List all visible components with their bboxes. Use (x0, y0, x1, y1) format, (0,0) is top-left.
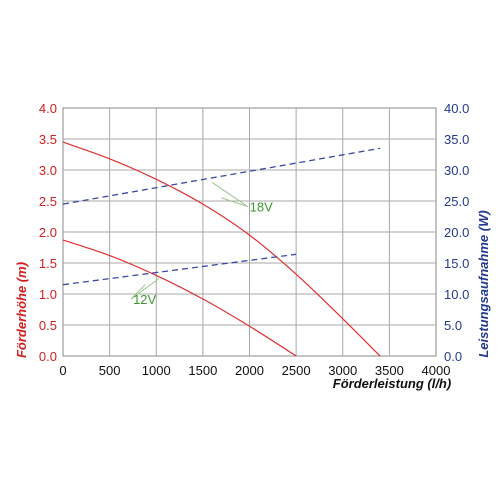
grid (63, 108, 436, 356)
annotation-pointer (211, 181, 248, 207)
x-tick-label: 1000 (142, 363, 171, 378)
x-tick-label: 500 (99, 363, 121, 378)
y-left-tick-label: 1.0 (39, 287, 57, 302)
y-left-tick-label: 4.0 (39, 101, 57, 116)
x-tick-label: 3000 (328, 363, 357, 378)
y-right-tick-label: 40.0 (444, 101, 469, 116)
annotation-label-12v: 12V (133, 292, 156, 307)
x-tick-label: 2000 (235, 363, 264, 378)
y-right-tick-label: 10.0 (444, 287, 469, 302)
power-line-12v (62, 253, 297, 286)
y-left-axis-title: Förderhöhe (m) (14, 262, 29, 358)
head-curve-12v (62, 239, 297, 357)
y-right-tick-label: 30.0 (444, 163, 469, 178)
y-left-tick-label: 0.5 (39, 318, 57, 333)
y-right-tick-label: 20.0 (444, 225, 469, 240)
y-left-tick-label: 0.0 (39, 349, 57, 364)
y-left-tick-label: 3.5 (39, 132, 57, 147)
x-tick-label: 3500 (375, 363, 404, 378)
y-right-tick-label: 25.0 (444, 194, 469, 209)
x-tick-label: 0 (59, 363, 66, 378)
y-left-tick-label: 3.0 (39, 163, 57, 178)
x-tick-label: 2500 (282, 363, 311, 378)
annotation-pointer (130, 284, 146, 300)
y-right-tick-label: 15.0 (444, 256, 469, 271)
annotation-pointer (130, 278, 160, 300)
y-right-tick-label: 0.0 (444, 349, 462, 364)
annotation-pointer (221, 197, 248, 208)
series-layer (62, 141, 381, 357)
x-tick-label: 4000 (422, 363, 451, 378)
y-right-tick-label: 5.0 (444, 318, 462, 333)
y-left-tick-label: 2.5 (39, 194, 57, 209)
x-tick-label: 1500 (188, 363, 217, 378)
annotation-label-18v: 18V (250, 200, 273, 215)
y-left-tick-label: 1.5 (39, 256, 57, 271)
y-right-tick-label: 35.0 (444, 132, 469, 147)
y-left-tick-label: 2.0 (39, 225, 57, 240)
power-line-18v (62, 147, 381, 205)
y-right-axis-title: Leistungsaufnahme (W) (476, 210, 491, 357)
head-curve-18v (62, 141, 381, 357)
annotation-layer: 18V 12V (130, 181, 273, 307)
x-axis-title: Förderleistung (l/h) (333, 376, 451, 391)
